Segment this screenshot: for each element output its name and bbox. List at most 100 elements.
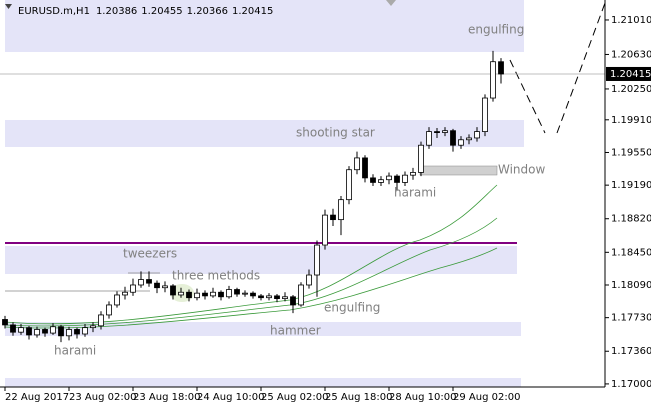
candle-body [402,174,408,183]
zone [5,246,517,274]
candle-body [178,291,184,296]
y-tick-label: 1.20630 [611,49,651,60]
candle-body [186,291,192,299]
candle-body [202,292,208,297]
y-tick-label: 1.19190 [611,180,651,191]
candle-body [442,130,448,133]
candle-body [298,284,304,306]
candle-body [498,61,504,75]
candle-body [450,130,456,146]
candle-body [306,274,312,286]
y-tick-label: 1.17000 [611,379,651,390]
window-box [419,165,498,176]
x-tick-label: 23 Aug 02:00 [69,392,136,403]
candle-body [226,289,232,298]
moving-averages [4,184,498,329]
candle-body [322,214,328,246]
zone [5,0,524,52]
projection [509,2,606,134]
x-tick-label: 29 Aug 02:00 [453,392,520,403]
y-tick-label: 1.19910 [611,115,651,126]
shift-marker [386,0,396,6]
annotation: engulfing [468,23,524,37]
icon [5,4,12,9]
candle-body [162,285,168,289]
candle-body [418,144,424,173]
candle-body [138,279,144,286]
annotation: three methods [172,269,260,283]
quote: 1.20415 [232,6,273,17]
candle-body [466,137,472,141]
x-tick-label: 25 Aug 18:00 [325,392,392,403]
annotation: tweezers [123,247,177,261]
annotation: shooting star [296,126,375,140]
candle-body [274,295,280,299]
y-tick-label: 1.19550 [611,147,651,158]
x-tick-label: 25 Aug 02:00 [261,392,328,403]
ma-line [4,217,498,327]
candle-body [482,97,488,133]
candle-body [50,326,56,334]
annotation: harami [394,186,436,200]
ma-line [4,184,498,325]
candle-body [130,284,136,293]
quote: 1.20366 [187,6,228,17]
candle-body [18,327,24,333]
candle-body [370,177,376,183]
x-tick-label: 22 Aug 2017 [5,392,69,403]
candle-body [434,131,440,134]
candle-body [74,329,80,335]
candle-body [330,214,336,221]
y-tick-label: 1.18450 [611,247,651,258]
candle-body [194,292,200,299]
last-price-label: 1.20415 [610,69,651,80]
x-tick-label: 23 Aug 18:00 [133,392,200,403]
candle-body [114,294,120,306]
candle-body [106,304,112,316]
y-tick-label: 1.21010 [611,15,651,26]
candle-body [66,329,72,337]
candle-body [90,325,96,329]
candle-body [10,324,16,333]
y-tick-label: 1.18820 [611,214,651,225]
candle-body [234,289,240,295]
candle-body [242,292,248,295]
y-tick-label: 1.18090 [611,280,651,291]
candle-body [314,244,320,276]
plot [0,50,605,343]
header: EURUSD.m,H1 1.20386 1.20455 1.20366 1.20415 [18,6,273,17]
annotation: engulfing [324,301,380,315]
candle-body [250,292,256,297]
candle-body [490,61,496,99]
candle-body [2,319,8,326]
candle-body [170,285,176,296]
annotation: hammer [270,324,321,338]
candle-body [82,327,88,335]
quote: 1.20386 [96,6,137,17]
zone [5,322,521,336]
zone [5,120,524,147]
candle-body [378,179,384,183]
candle-body [258,295,264,299]
y-tick-label: 1.17730 [611,313,651,324]
annotation: Window [498,163,546,177]
x-tick-label: 24 Aug 10:00 [197,392,264,403]
candle-body [58,326,64,337]
candle-body [474,131,480,139]
candle-body [26,327,32,336]
candle-body [410,172,416,176]
candle-body [98,314,104,327]
candle-body [146,279,152,284]
candle-body [154,282,160,289]
candle-body [394,175,400,183]
candle-body [346,169,352,201]
y-tick-label: 1.20250 [611,84,651,95]
candle-body [362,157,368,179]
last-price-box [606,66,651,81]
candle-body [266,295,272,299]
candle-body [42,329,48,334]
y-tick-label: 1.17360 [611,346,651,357]
quote: 1.20455 [141,6,182,17]
ma-line [4,247,498,329]
annotation: harami [54,344,96,358]
